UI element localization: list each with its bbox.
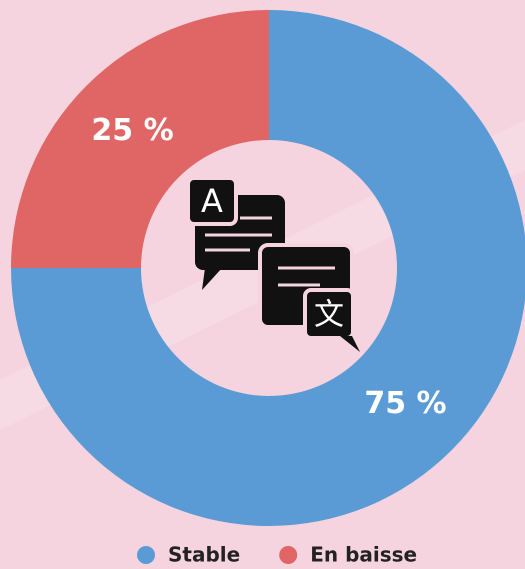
letter-icon: A	[201, 182, 223, 220]
data-label: 25 %	[91, 113, 173, 148]
slices: 75 % 25 %	[11, 10, 525, 526]
bubble-tail	[340, 336, 360, 352]
slice	[11, 10, 269, 268]
legend-label: En baisse	[310, 543, 417, 567]
legend-swatch	[137, 546, 155, 564]
translate-icon: A 文	[186, 176, 360, 352]
legend: Stable En baisse	[137, 543, 417, 567]
legend-label: Stable	[168, 543, 240, 567]
letter-box	[303, 288, 355, 340]
letter-box	[186, 176, 238, 226]
data-label: 75 %	[364, 386, 446, 421]
bubble-tail	[202, 268, 222, 290]
letter-icon: 文	[314, 298, 344, 333]
slice	[11, 10, 525, 526]
legend-swatch	[279, 546, 298, 564]
